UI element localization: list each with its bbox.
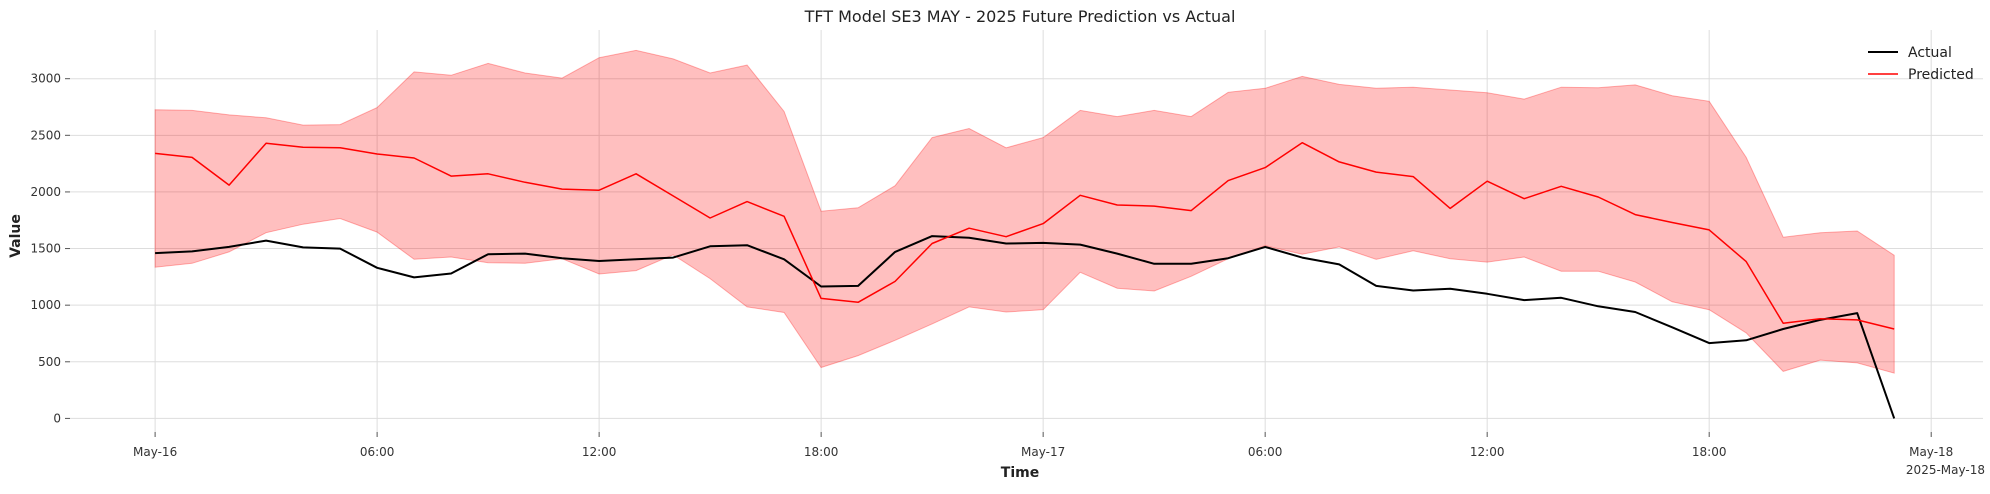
x-tick-label: 06:00: [360, 445, 395, 459]
x-tick-label: 12:00: [582, 445, 617, 459]
x-tick-label: May-16: [133, 445, 177, 459]
legend-label-actual: Actual: [1908, 45, 1952, 61]
grid-lines: [70, 30, 1983, 432]
y-tick-label: 3000: [30, 72, 61, 86]
x-tick-label: 18:00: [1692, 445, 1727, 459]
y-axis-label: Value: [8, 214, 24, 258]
legend: Actual Predicted: [1868, 45, 1974, 83]
x-axis-offset-label: 2025-May-18: [1906, 463, 1985, 477]
y-tick-label: 0: [53, 411, 61, 425]
x-tick-label: May-17: [1021, 445, 1065, 459]
y-tick-label: 500: [38, 355, 61, 369]
y-tick-label: 1500: [30, 242, 61, 256]
legend-label-predicted: Predicted: [1908, 67, 1974, 83]
plot-area: [154, 49, 1896, 419]
prediction-interval-band: [154, 49, 1895, 374]
x-tick-label: May-18: [1909, 445, 1953, 459]
x-axis-label: Time: [1001, 465, 1039, 481]
x-axis: May-16 06:00 12:00 18:00 May-17 06:00 12:00 18:…: [133, 432, 1953, 459]
x-tick-label: 12:00: [1470, 445, 1505, 459]
series-line-predicted: [155, 141, 1895, 330]
chart-title: TFT Model SE3 MAY - 2025 Future Predicti…: [804, 7, 1236, 26]
x-tick-label: 06:00: [1248, 445, 1283, 459]
y-tick-label: 1000: [30, 298, 61, 312]
y-tick-label: 2000: [30, 185, 61, 199]
y-tick-label: 2500: [30, 128, 61, 142]
series-line-actual: [155, 235, 1896, 419]
y-axis: 0 500 1000 1500 2000 2500 3000: [30, 72, 70, 425]
x-tick-label: 18:00: [804, 445, 839, 459]
